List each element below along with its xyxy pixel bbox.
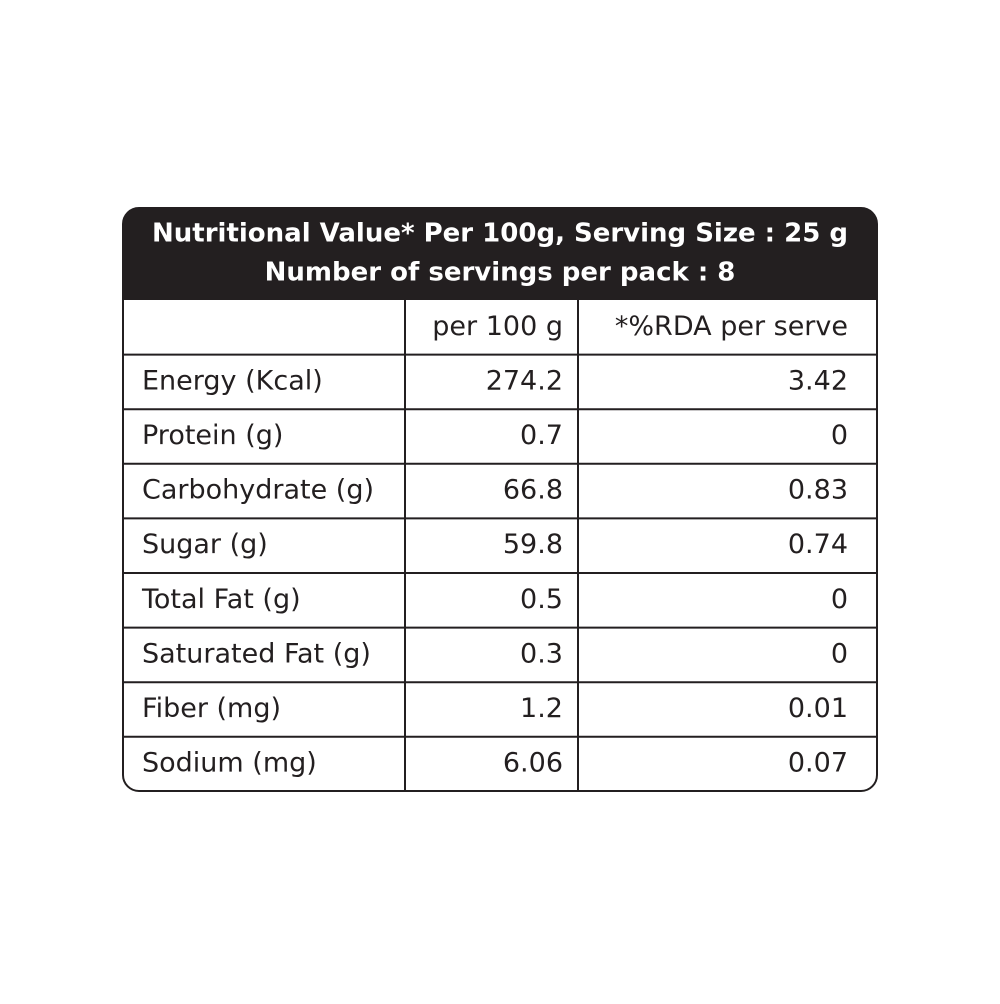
nutrient-value: 0	[831, 638, 848, 669]
column-header: *%RDA per serve	[615, 311, 848, 342]
nutrient-name: Sugar (g)	[142, 529, 268, 560]
nutrient-value: 0.74	[788, 529, 848, 560]
nutrient-name: Sodium (mg)	[142, 748, 317, 779]
nutrient-value: 0.07	[788, 748, 848, 779]
nutrient-value: 0.3	[520, 638, 563, 669]
header-band	[123, 208, 877, 300]
header-line: Number of servings per pack : 8	[265, 258, 736, 288]
nutrient-value: 0.01	[788, 693, 848, 724]
nutrient-name: Fiber (mg)	[142, 693, 281, 724]
nutrient-value: 59.8	[503, 529, 563, 560]
nutrient-value: 0	[831, 584, 848, 615]
nutrient-value: 0	[831, 420, 848, 451]
nutrient-value: 0.5	[520, 584, 563, 615]
nutrient-value: 66.8	[503, 475, 563, 506]
nutrient-name: Protein (g)	[142, 420, 283, 451]
nutrient-value: 0.7	[520, 420, 563, 451]
nutrient-value: 3.42	[788, 365, 848, 396]
nutrient-value: 0.83	[788, 475, 848, 506]
nutrient-name: Saturated Fat (g)	[142, 638, 371, 669]
nutrient-name: Carbohydrate (g)	[142, 475, 374, 506]
nutrient-value: 1.2	[520, 693, 563, 724]
column-header: per 100 g	[432, 311, 563, 342]
nutrient-name: Total Fat (g)	[141, 584, 301, 615]
nutrient-name: Energy (Kcal)	[142, 365, 323, 396]
nutrient-value: 6.06	[503, 748, 563, 779]
nutrient-value: 274.2	[486, 365, 563, 396]
header-line: Nutritional Value* Per 100g, Serving Siz…	[152, 219, 848, 249]
